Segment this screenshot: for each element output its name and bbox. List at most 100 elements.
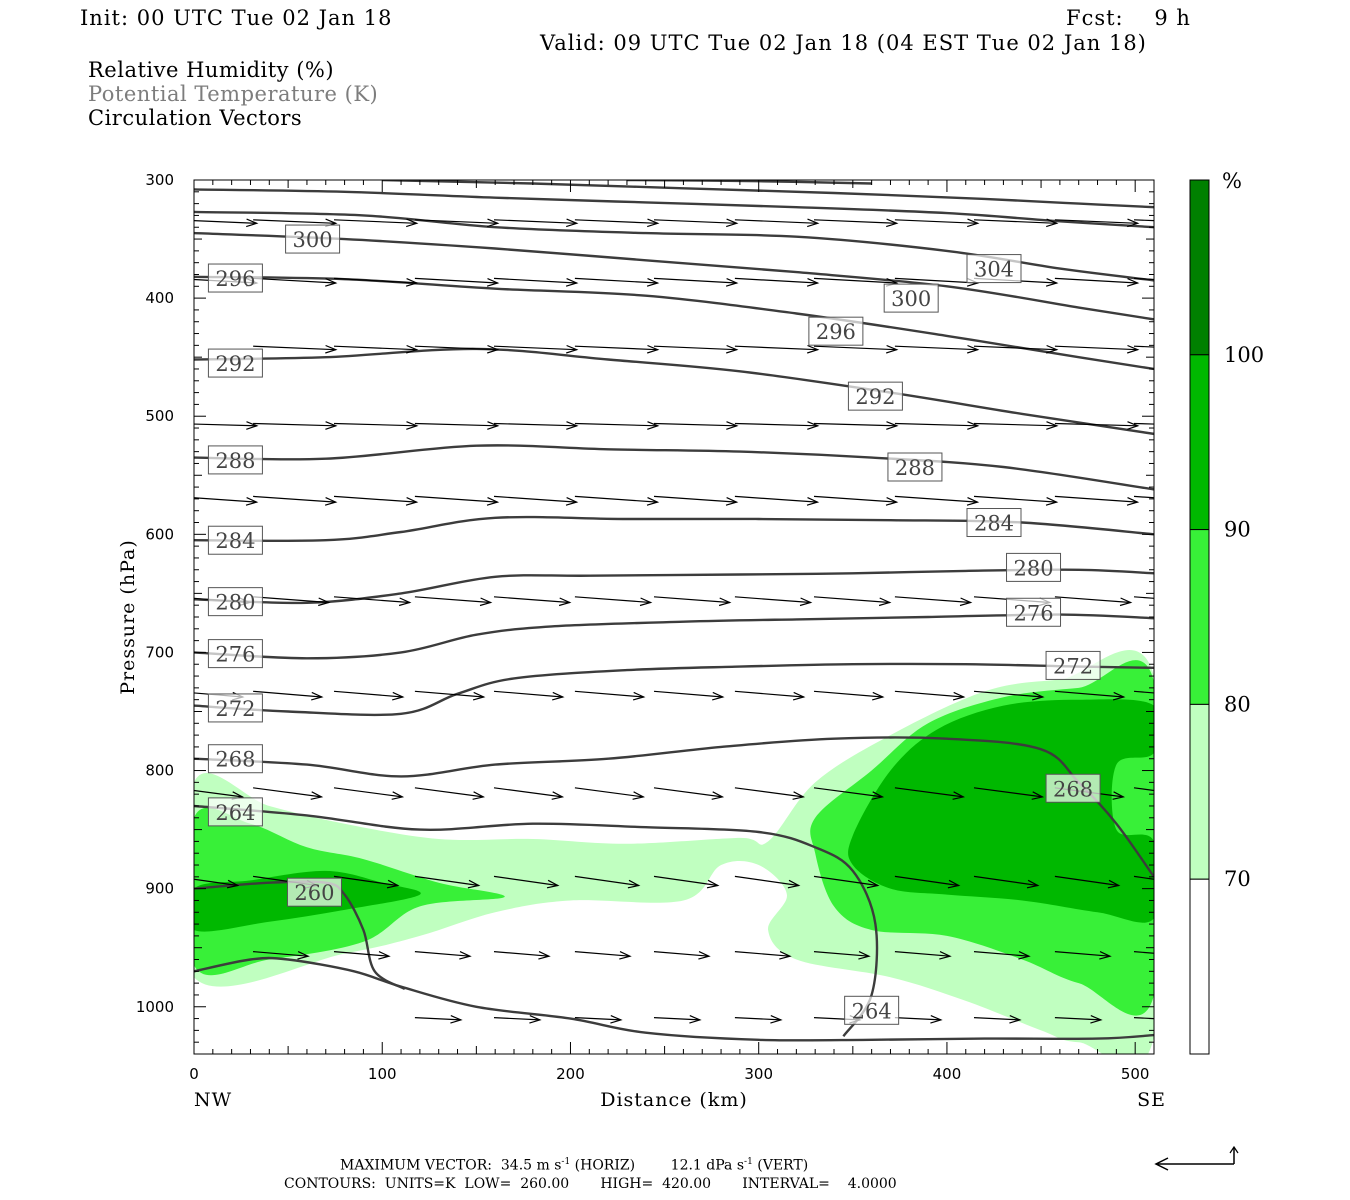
circulation-vector	[1054, 690, 1126, 701]
circulation-vector	[734, 495, 820, 506]
y-tick-label: 700	[145, 643, 174, 661]
y-tick-label: 500	[145, 407, 174, 425]
x-tick-label: 0	[189, 1065, 199, 1083]
legend-potential-temperature: Potential Temperature (K)	[88, 82, 379, 106]
circulation-vector	[653, 951, 711, 960]
x-tick-label: 200	[556, 1065, 585, 1083]
circulation-vector	[574, 787, 646, 800]
svg-text:268: 268	[1053, 777, 1093, 801]
circulation-vector	[414, 951, 472, 960]
circulation-vector	[574, 218, 660, 228]
circulation-vector	[414, 421, 500, 430]
contour-label-296: 296	[207, 263, 263, 293]
theta-contour-304	[194, 210, 1154, 282]
theta-contour-288	[194, 444, 1154, 491]
svg-text:272: 272	[215, 697, 255, 721]
svg-text:296: 296	[215, 267, 255, 291]
circulation-vector	[574, 690, 646, 701]
colorbar-band	[1189, 179, 1210, 356]
circulation-vector	[333, 277, 419, 287]
circulation-vector	[813, 596, 892, 607]
theta-contour-308	[194, 188, 1154, 229]
contour-label-272: 272	[207, 693, 263, 723]
circulation-vector	[574, 344, 660, 354]
colorbar-level-label: 100	[1224, 343, 1264, 367]
svg-text:296: 296	[816, 320, 856, 344]
theta-contour-276	[194, 613, 1154, 660]
init-time: Init: 00 UTC Tue 02 Jan 18	[80, 6, 393, 30]
x-end-label-left: NW	[194, 1089, 232, 1111]
circulation-vector	[414, 344, 500, 354]
circulation-vector	[333, 690, 405, 701]
circulation-vector	[1133, 495, 1154, 499]
circulation-vector	[574, 277, 660, 287]
contour-label-304: 304	[966, 254, 1022, 284]
circulation-vector	[253, 421, 338, 430]
y-tick-label: 1000	[136, 998, 174, 1016]
colorbar-band	[1189, 703, 1210, 880]
circulation-vector	[414, 1015, 463, 1024]
circulation-vector	[194, 421, 259, 430]
circulation-vector	[973, 344, 1059, 354]
circulation-vector	[734, 951, 792, 960]
circulation-vector	[1054, 277, 1140, 287]
svg-text:264: 264	[215, 801, 255, 825]
circulation-vector	[894, 951, 952, 960]
contour-label-300: 300	[883, 283, 939, 313]
circulation-vector	[493, 596, 572, 607]
circulation-vector	[1133, 277, 1154, 281]
colorbar-level-label: 80	[1224, 692, 1251, 716]
circulation-vector	[894, 1015, 943, 1024]
circulation-vector	[973, 218, 1059, 228]
circulation-vector	[253, 495, 338, 506]
valid-time: Valid: 09 UTC Tue 02 Jan 18 (04 EST Tue …	[540, 31, 1147, 55]
contour-label-280: 280	[207, 587, 263, 617]
x-axis-label: Distance (km)	[600, 1089, 748, 1111]
circulation-vector	[1133, 875, 1154, 880]
circulation-vector	[653, 277, 739, 287]
circulation-vector	[734, 596, 813, 607]
circulation-vector	[813, 875, 880, 889]
circulation-vector	[493, 787, 565, 800]
svg-text:264: 264	[852, 999, 892, 1023]
circulation-vector	[493, 495, 579, 506]
max-vector-note: MAXIMUM VECTOR: 34.5 m s-1 (HORIZ) 12.1 …	[340, 1157, 809, 1174]
circulation-vector	[333, 875, 400, 889]
colorbar-level-label: 90	[1224, 518, 1251, 542]
contour-label-280: 280	[1006, 552, 1062, 582]
y-tick-label: 600	[145, 525, 174, 543]
y-tick-label: 900	[145, 880, 174, 898]
colorbar-band	[1189, 529, 1210, 705]
circulation-vector	[1133, 1017, 1154, 1020]
legend-circulation-vectors: Circulation Vectors	[88, 106, 303, 130]
theta-contour-312	[382, 180, 1154, 209]
axes-layer: 0 100 200 300 400 500 300 400 500 600 700 800 900 100…	[117, 171, 1165, 1111]
y-tick-label: 300	[145, 171, 174, 189]
contour-label-288: 288	[887, 452, 943, 482]
colorbar-band	[1189, 354, 1210, 531]
contour-label-276: 276	[207, 639, 263, 669]
circulation-vector	[1054, 596, 1133, 607]
circulation-vector	[194, 218, 259, 228]
svg-text:280: 280	[215, 591, 255, 615]
circulation-vector	[813, 495, 899, 506]
circulation-vector	[333, 344, 419, 354]
y-axis-label: Pressure (hPa)	[117, 539, 139, 695]
svg-text:268: 268	[215, 748, 255, 772]
circulation-vector	[894, 787, 966, 800]
circulation-vector	[414, 277, 500, 287]
circulation-vector	[894, 344, 980, 354]
circulation-vector	[253, 344, 338, 354]
contour-label-296: 296	[808, 316, 864, 346]
circulation-vector	[333, 421, 419, 430]
contour-label-272: 272	[1045, 650, 1101, 680]
circulation-vector	[734, 344, 820, 354]
y-tick-label: 800	[145, 762, 174, 780]
circulation-vector	[894, 690, 966, 701]
x-tick-label: 400	[933, 1065, 962, 1083]
contour-label-292: 292	[847, 381, 903, 411]
contour-label-264: 264	[844, 995, 900, 1025]
circulation-vector	[1054, 421, 1140, 430]
contour-label-292: 292	[207, 348, 263, 378]
x-tick-label: 100	[368, 1065, 397, 1083]
